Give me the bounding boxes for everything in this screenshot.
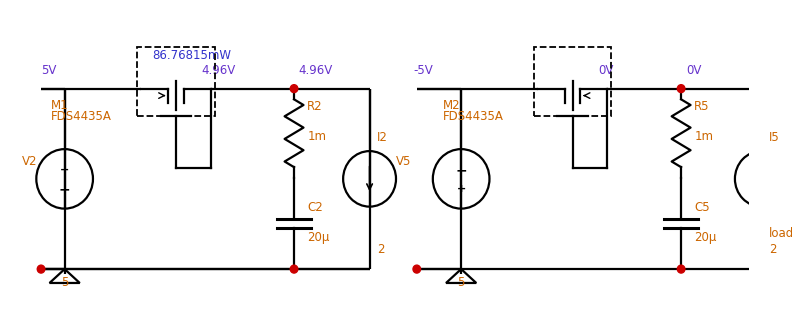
Text: −: −	[59, 182, 70, 196]
Text: 4.96V: 4.96V	[299, 64, 333, 77]
Text: −: −	[455, 163, 467, 177]
Text: FDS4435A: FDS4435A	[51, 111, 112, 124]
Text: 20μ: 20μ	[307, 231, 329, 244]
Text: I2: I2	[377, 131, 388, 144]
Polygon shape	[446, 269, 476, 283]
Text: 86.76815mW: 86.76815mW	[152, 49, 231, 62]
Text: 20μ: 20μ	[695, 231, 717, 244]
Circle shape	[677, 85, 685, 93]
Text: V5: V5	[396, 155, 411, 167]
Circle shape	[413, 265, 421, 273]
Circle shape	[677, 265, 685, 273]
Circle shape	[291, 265, 298, 273]
Text: R2: R2	[307, 100, 323, 113]
Text: 1m: 1m	[307, 130, 326, 143]
Text: +: +	[456, 184, 466, 194]
Polygon shape	[50, 269, 80, 283]
Text: 5: 5	[458, 276, 465, 289]
Text: FDS4435A: FDS4435A	[444, 111, 504, 124]
Text: 0V: 0V	[598, 64, 614, 77]
Text: -5V: -5V	[413, 64, 432, 77]
Text: +: +	[60, 165, 69, 175]
Text: R5: R5	[695, 100, 710, 113]
Text: C2: C2	[307, 201, 323, 214]
Text: 0V: 0V	[686, 64, 701, 77]
Text: M2: M2	[444, 98, 461, 112]
Text: load: load	[769, 227, 792, 240]
Circle shape	[291, 85, 298, 93]
Text: 4.96V: 4.96V	[201, 64, 236, 77]
Text: I5: I5	[769, 131, 779, 144]
Text: C5: C5	[695, 201, 710, 214]
Text: 5V: 5V	[41, 64, 56, 77]
Text: 5: 5	[61, 276, 68, 289]
Text: V2: V2	[21, 155, 37, 167]
Text: 2: 2	[377, 243, 385, 256]
Circle shape	[37, 265, 45, 273]
Text: 2: 2	[769, 243, 776, 256]
Text: M1: M1	[51, 98, 68, 112]
Text: 1m: 1m	[695, 130, 714, 143]
